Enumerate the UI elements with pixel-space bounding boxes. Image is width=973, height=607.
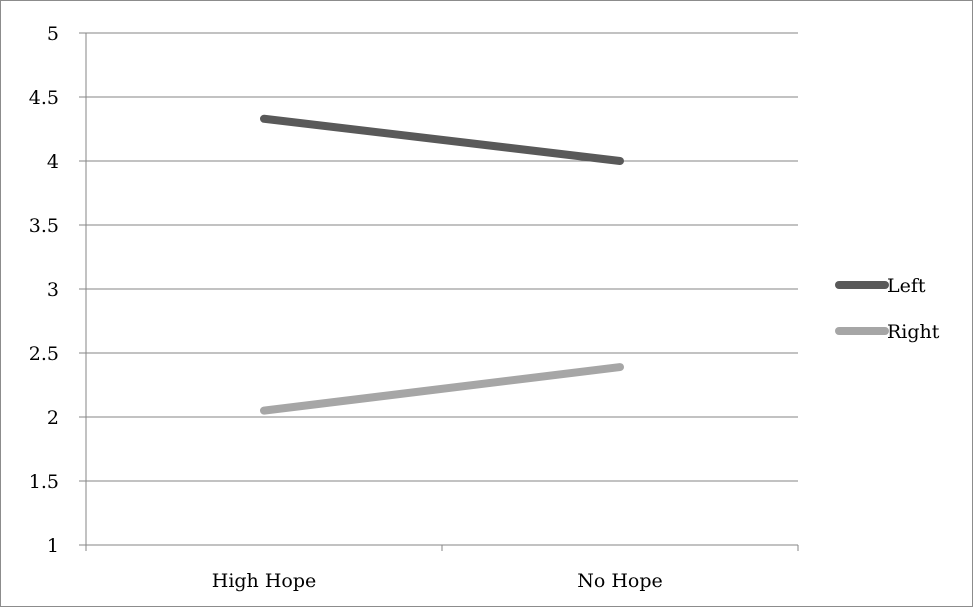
y-tick-label: 2 (47, 407, 59, 429)
axes (79, 32, 799, 551)
series-line-left (260, 114, 624, 165)
y-tick-labels: 1 1.5 2 2.5 3 3.5 4 4.5 5 (29, 23, 59, 557)
series-lines (260, 114, 624, 415)
series-line-right (260, 363, 624, 415)
y-tick-label: 3.5 (29, 215, 59, 237)
legend-label-right: Right (887, 321, 940, 343)
x-tick-label: No Hope (577, 570, 663, 592)
legend-label-left: Left (887, 275, 926, 297)
y-tick-label: 5 (47, 23, 59, 45)
y-tick-label: 2.5 (29, 343, 59, 365)
y-tick-label: 3 (47, 279, 59, 301)
legend: Left Right (835, 275, 940, 343)
x-tick-label: High Hope (212, 570, 317, 592)
y-tick-label: 1.5 (29, 471, 59, 493)
y-tick-label: 1 (47, 535, 59, 557)
y-tick-label: 4.5 (29, 87, 59, 109)
gridlines (86, 32, 798, 482)
y-tick-label: 4 (47, 151, 59, 173)
x-tick-labels: High Hope No Hope (212, 570, 663, 592)
